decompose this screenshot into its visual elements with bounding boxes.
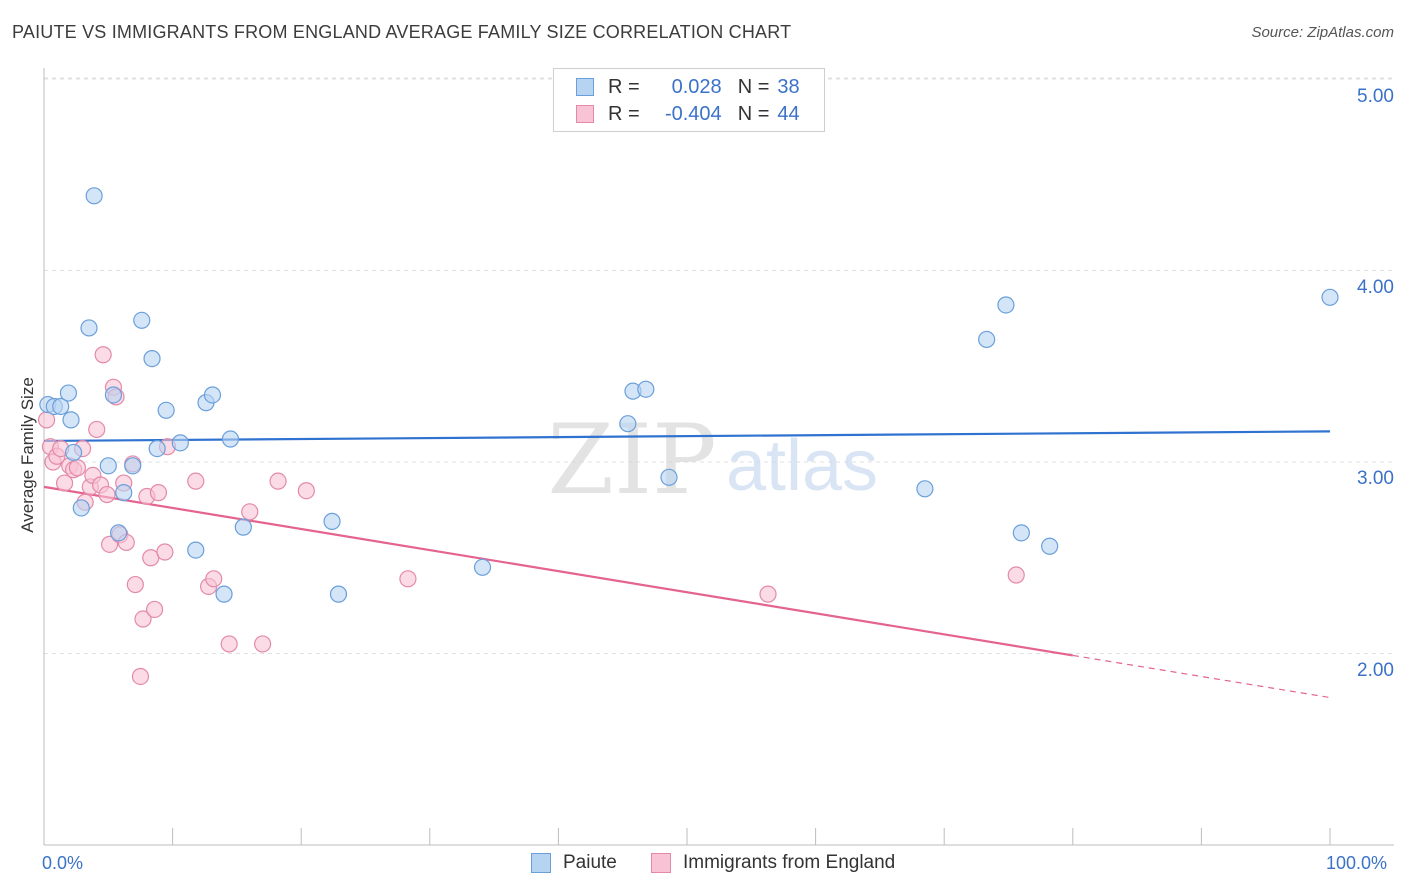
paiute-point <box>104 386 123 404</box>
x-tick-label: 100.0% <box>1326 853 1388 873</box>
paiute-point <box>80 319 98 337</box>
england-point <box>126 575 144 594</box>
paiute-point <box>323 512 341 530</box>
watermark-atlas: atlas <box>726 426 878 506</box>
y-tick-label: 5.00 <box>1357 86 1394 107</box>
legend-r-value: -0.404 <box>664 102 722 125</box>
paiute-point <box>124 457 142 475</box>
y-tick-label: 3.00 <box>1357 468 1394 489</box>
england-point <box>241 503 259 521</box>
trend-line-paiute <box>43 430 1331 443</box>
legend-label-paiute: Paiute <box>563 852 617 873</box>
paiute-point <box>64 443 83 462</box>
paiute-point <box>997 296 1015 314</box>
paiute-point <box>619 415 637 433</box>
gridlines <box>44 77 1394 654</box>
source-label: Source: ZipAtlas.com <box>1251 24 1394 41</box>
paiute-point <box>215 585 233 603</box>
legend-row-england: R = -0.404 N = 44 <box>576 101 800 127</box>
england-point <box>131 667 150 686</box>
england-point <box>134 610 152 628</box>
paiute-point <box>85 187 103 205</box>
points-paiute <box>39 187 1339 603</box>
legend-swatch-paiute <box>531 853 551 873</box>
legend-row-paiute: R = 0.028 N = 38 <box>576 74 800 100</box>
england-point <box>399 570 417 588</box>
england-point <box>94 346 112 364</box>
legend-swatch-england <box>576 105 594 123</box>
legend-item-england: Immigrants from England <box>651 852 895 874</box>
chart-title: PAIUTE VS IMMIGRANTS FROM ENGLAND AVERAG… <box>12 22 792 42</box>
paiute-point <box>978 330 996 349</box>
england-point <box>156 543 174 561</box>
england-point <box>269 472 287 490</box>
legend-label-england: Immigrants from England <box>683 852 896 873</box>
paiute-point <box>171 434 189 452</box>
paiute-point <box>52 397 70 416</box>
paiute-point <box>1012 524 1030 542</box>
paiute-point <box>62 411 80 429</box>
paiute-point <box>59 384 78 402</box>
paiute-point <box>143 349 161 368</box>
paiute-point <box>203 386 222 404</box>
legend-swatch-england <box>651 853 671 873</box>
paiute-point <box>637 380 655 398</box>
trend-lines <box>43 430 1331 699</box>
legend-r-label: R = <box>608 75 640 98</box>
x-tick-label: 0.0% <box>42 853 84 873</box>
paiute-point <box>660 468 678 486</box>
paiute-point <box>329 585 348 603</box>
england-point <box>98 485 116 504</box>
paiute-point <box>148 439 166 458</box>
england-point <box>68 459 87 477</box>
legend-n-value: 44 <box>777 102 800 125</box>
axes <box>43 68 1394 846</box>
paiute-point <box>473 558 492 576</box>
points-england <box>37 346 1025 686</box>
england-point <box>88 420 106 439</box>
england-point <box>297 482 315 500</box>
correlation-legend: R = 0.028 N = 38 R = -0.404 N = 44 <box>553 68 825 132</box>
england-point <box>1007 566 1025 584</box>
paiute-point <box>221 430 240 448</box>
england-point <box>254 635 272 653</box>
legend-swatch-paiute <box>576 78 594 96</box>
y-tick-label: 4.00 <box>1357 277 1394 298</box>
england-point <box>145 600 164 619</box>
england-point <box>149 484 168 502</box>
paiute-point <box>157 401 175 419</box>
y-tick-label: 2.00 <box>1357 660 1394 681</box>
legend-item-paiute: Paiute <box>531 852 617 874</box>
paiute-point <box>99 457 117 475</box>
legend-r-value: 0.028 <box>671 75 722 98</box>
trend-line-england-extrapolated <box>1072 654 1331 699</box>
legend-r-label: R = <box>608 102 640 125</box>
paiute-point <box>133 311 151 329</box>
paiute-point <box>72 499 90 517</box>
england-point <box>55 474 74 492</box>
paiute-point <box>115 484 133 502</box>
paiute-point <box>1321 288 1339 306</box>
england-point <box>205 570 223 588</box>
paiute-point <box>109 524 128 542</box>
paiute-point <box>1041 537 1059 555</box>
england-point <box>220 635 238 653</box>
watermark: ZIP atlas <box>547 404 878 516</box>
paiute-point <box>916 480 934 498</box>
legend-n-label: N = <box>737 102 770 125</box>
paiute-point <box>187 541 205 559</box>
legend-n-label: N = <box>737 75 770 98</box>
paiute-point <box>234 518 252 536</box>
england-point <box>187 472 205 490</box>
trend-line-england <box>43 485 1073 657</box>
england-point <box>759 585 777 603</box>
legend-n-value: 38 <box>777 75 800 98</box>
